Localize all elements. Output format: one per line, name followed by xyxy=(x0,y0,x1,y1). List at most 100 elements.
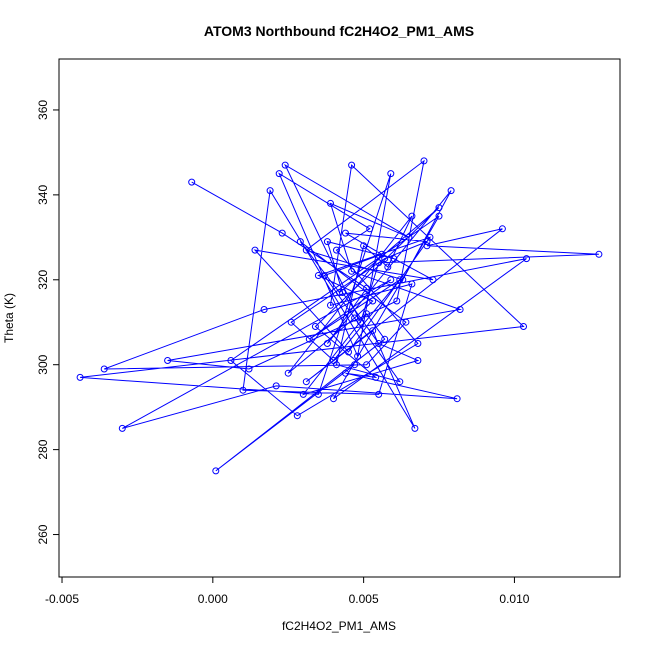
data-point xyxy=(351,314,359,322)
y-tick-label: 260 xyxy=(36,524,50,544)
data-point xyxy=(520,323,527,330)
data-point xyxy=(405,233,413,241)
data-point xyxy=(435,212,443,220)
data-point xyxy=(188,178,196,186)
data-point xyxy=(348,267,356,275)
data-point xyxy=(342,229,349,237)
x-tick-label: 0.010 xyxy=(499,592,529,606)
data-point xyxy=(595,250,603,258)
data-point xyxy=(118,424,126,432)
x-tick-label: -0.005 xyxy=(45,592,79,606)
data-point xyxy=(414,340,422,347)
data-point xyxy=(342,369,349,377)
data-point xyxy=(323,238,331,246)
data-point xyxy=(429,276,437,284)
data-point xyxy=(390,255,398,263)
data-point xyxy=(245,365,253,373)
data-point xyxy=(372,373,380,381)
data-point xyxy=(354,352,362,360)
data-point xyxy=(378,250,386,258)
data-point xyxy=(387,276,395,284)
data-point xyxy=(287,318,295,326)
data-point xyxy=(305,335,313,343)
data-point xyxy=(420,157,428,165)
data-point xyxy=(408,280,416,288)
data-point xyxy=(302,246,310,254)
data-point xyxy=(447,187,455,195)
data-point xyxy=(498,225,506,233)
data-point xyxy=(426,233,434,241)
data-point xyxy=(393,297,401,305)
data-point xyxy=(302,378,310,386)
data-point xyxy=(278,229,286,237)
data-point xyxy=(76,373,84,381)
data-point xyxy=(293,412,301,420)
data-point xyxy=(327,199,334,207)
y-tick-label: 360 xyxy=(36,100,50,120)
data-point xyxy=(363,361,371,369)
data-point xyxy=(281,161,289,169)
x-axis-label: fC2H4O2_PM1_AMS xyxy=(282,619,396,633)
data-point xyxy=(164,357,172,364)
data-point xyxy=(456,306,464,313)
data-point xyxy=(363,284,371,292)
data-point xyxy=(375,390,383,398)
y-tick-label: 300 xyxy=(36,354,50,374)
chart-title: ATOM3 Northbound fC2H4O2_PM1_AMS xyxy=(204,23,474,39)
data-point xyxy=(402,318,410,326)
data-point xyxy=(363,310,371,318)
data-point xyxy=(333,361,340,369)
data-point xyxy=(212,467,220,475)
data-point xyxy=(408,212,416,220)
series-layer xyxy=(80,159,599,472)
data-point xyxy=(369,327,377,335)
data-point xyxy=(348,161,356,169)
data-point xyxy=(423,242,431,250)
data-point xyxy=(351,361,359,369)
data-point xyxy=(375,259,383,267)
data-point xyxy=(375,340,383,347)
series-line xyxy=(80,159,599,472)
data-point xyxy=(414,357,422,364)
data-point xyxy=(336,289,343,296)
data-point xyxy=(411,424,419,432)
data-point xyxy=(266,187,274,195)
y-tick-label: 340 xyxy=(36,185,50,205)
data-point xyxy=(369,297,377,305)
data-point xyxy=(366,225,374,233)
data-point xyxy=(339,289,346,296)
data-point xyxy=(396,378,404,386)
data-point xyxy=(357,318,365,326)
y-tick-label: 280 xyxy=(36,439,50,459)
data-point xyxy=(299,390,307,398)
data-point xyxy=(387,170,395,178)
data-point xyxy=(314,272,322,279)
y-axis: 260 280 300 320 340 360 xyxy=(36,100,60,545)
data-point xyxy=(396,276,404,284)
data-point xyxy=(272,382,280,390)
data-point xyxy=(260,306,268,313)
data-point xyxy=(330,395,337,403)
x-tick-label: 0.005 xyxy=(349,592,379,606)
data-point xyxy=(296,238,304,246)
data-point xyxy=(314,390,322,398)
data-point xyxy=(435,204,443,212)
y-tick-label: 320 xyxy=(36,269,50,289)
data-point xyxy=(453,395,461,403)
data-point xyxy=(323,340,331,347)
data-point xyxy=(284,369,292,377)
data-point xyxy=(384,263,392,271)
x-tick-label: 0.000 xyxy=(198,592,228,606)
data-point xyxy=(333,246,340,254)
data-point xyxy=(227,357,235,364)
data-point xyxy=(523,255,530,263)
x-axis: -0.005 0.000 0.005 0.010 xyxy=(45,576,530,606)
data-point xyxy=(381,335,389,343)
data-point xyxy=(275,170,283,178)
data-point xyxy=(311,323,319,330)
data-point xyxy=(251,246,259,254)
data-point xyxy=(239,386,247,394)
data-point xyxy=(360,242,368,250)
